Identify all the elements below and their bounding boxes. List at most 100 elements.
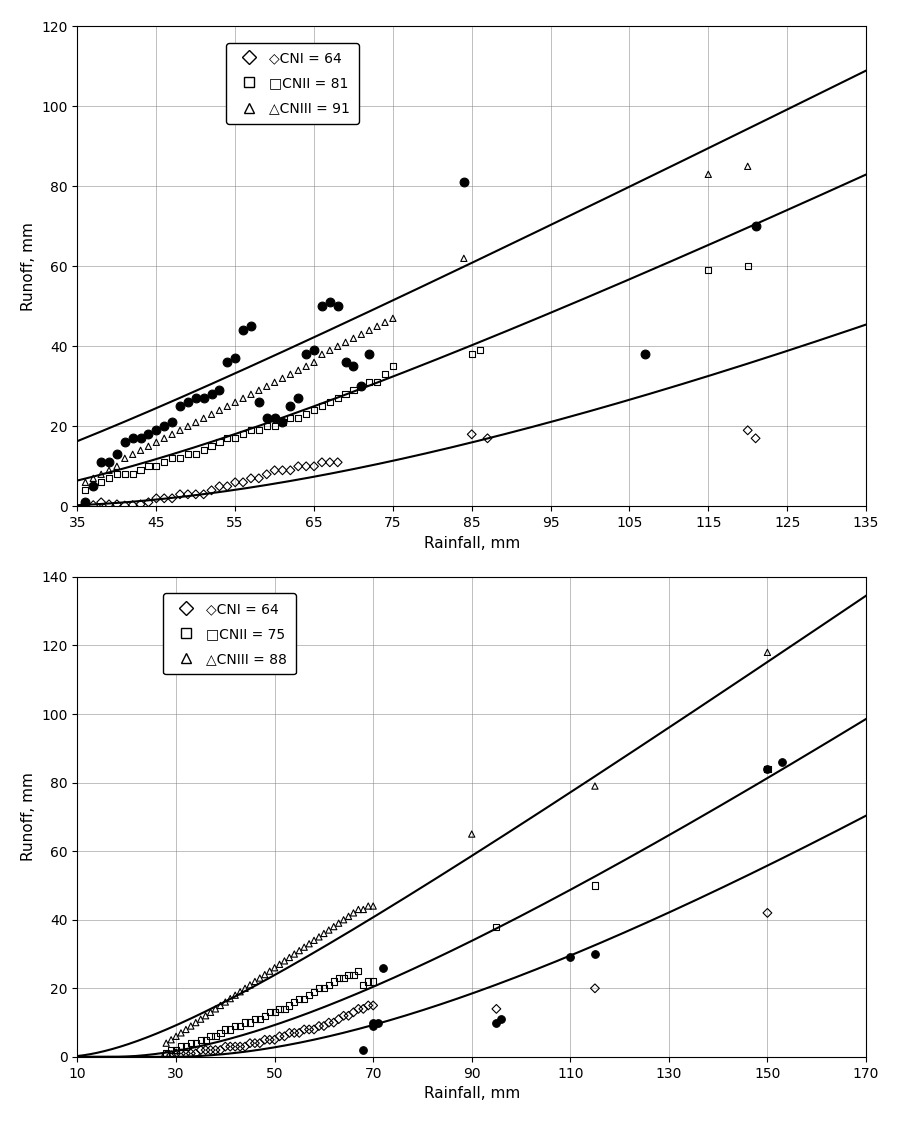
Point (275, 369, 290, 387)
Point (204, 385, 219, 403)
Point (311, 1017, 326, 1034)
Point (228, 1017, 242, 1034)
Point (283, 996, 297, 1014)
Point (356, 1041, 371, 1059)
Point (223, 1021, 238, 1039)
Point (252, 422, 266, 440)
Point (165, 489, 179, 507)
Point (299, 405, 313, 423)
Point (169, 1045, 184, 1063)
Point (494, 1010, 508, 1028)
Point (181, 417, 195, 435)
Point (297, 1021, 311, 1039)
Point (173, 397, 187, 415)
Point (490, 1013, 504, 1031)
Point (341, 1006, 356, 1024)
Point (236, 473, 250, 491)
Point (196, 389, 211, 407)
Point (218, 1038, 232, 1056)
Point (165, 449, 179, 467)
Point (322, 394, 337, 412)
Point (315, 297, 329, 315)
Point (253, 969, 267, 987)
Point (236, 425, 250, 443)
Point (302, 1021, 316, 1039)
Point (179, 1045, 194, 1063)
Point (118, 497, 132, 515)
Point (481, 430, 495, 448)
Point (351, 1000, 365, 1018)
Point (284, 397, 298, 415)
Point (233, 1017, 248, 1034)
Point (252, 469, 266, 487)
Point (273, 1000, 287, 1018)
Point (248, 1010, 262, 1028)
Point (321, 1013, 336, 1031)
Point (346, 1003, 361, 1021)
Point (330, 297, 345, 315)
Point (287, 945, 302, 963)
Point (311, 928, 326, 946)
Point (236, 389, 250, 407)
Legend: ◇CNI = 64, □CNII = 81, △CNIII = 91: ◇CNI = 64, □CNII = 81, △CNIII = 91 (227, 43, 358, 123)
Point (220, 477, 235, 495)
Point (208, 1041, 222, 1059)
Point (275, 413, 290, 431)
Point (337, 911, 351, 929)
Point (376, 959, 391, 977)
Point (775, 753, 789, 771)
Point (366, 898, 381, 916)
Point (110, 495, 124, 513)
Point (263, 1003, 277, 1021)
Point (315, 346, 329, 364)
Point (118, 449, 132, 467)
Point (238, 980, 252, 997)
Point (259, 410, 274, 427)
Point (181, 394, 195, 412)
Point (78, 495, 93, 513)
Point (267, 410, 282, 427)
Point (307, 402, 321, 420)
Point (354, 377, 368, 395)
Point (203, 1041, 218, 1059)
Point (181, 445, 195, 463)
Point (86, 477, 101, 495)
Point (220, 353, 235, 371)
Point (212, 433, 227, 451)
Point (299, 357, 313, 375)
Point (588, 945, 602, 963)
Point (164, 1041, 178, 1059)
Point (133, 430, 148, 448)
Point (184, 1017, 198, 1034)
Point (94, 466, 108, 484)
Point (338, 385, 353, 403)
Point (362, 321, 376, 339)
Point (267, 374, 282, 392)
Point (337, 969, 351, 987)
Point (208, 1028, 222, 1046)
Point (238, 1013, 252, 1031)
Point (173, 486, 187, 504)
Point (165, 425, 179, 443)
Point (257, 966, 272, 984)
Point (330, 389, 345, 407)
Point (238, 1038, 252, 1056)
Point (110, 445, 124, 463)
Point (356, 976, 371, 994)
Point (102, 469, 116, 487)
Point (371, 1013, 385, 1031)
Point (208, 1000, 222, 1018)
Point (638, 346, 652, 364)
Point (361, 973, 375, 991)
Point (456, 249, 471, 267)
Point (252, 394, 266, 412)
Point (125, 430, 140, 448)
Point (212, 381, 227, 399)
Point (174, 1024, 188, 1042)
Y-axis label: Runoff, mm: Runoff, mm (21, 222, 36, 311)
Point (331, 1010, 346, 1028)
Point (173, 449, 187, 467)
Point (212, 402, 227, 420)
Point (78, 473, 93, 491)
Point (760, 760, 775, 778)
